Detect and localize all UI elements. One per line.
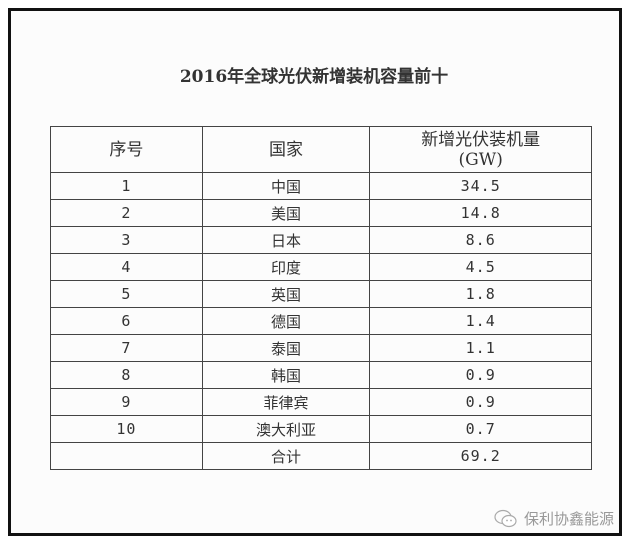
cell-capacity: 1.4 (369, 307, 592, 335)
document-title: 2016年全球光伏新增装机容量前十 (179, 67, 449, 87)
cell-capacity: 34.5 (369, 172, 592, 200)
header-capacity-unit: (GW) (458, 149, 503, 170)
header-country: 国家 (201, 126, 371, 173)
cell-country: 泰国 (201, 334, 371, 362)
header-capacity: 新增光伏装机量 (GW) (369, 126, 592, 173)
watermark-text: 保利协鑫能源 (523, 510, 614, 528)
cell-rank: 9 (50, 388, 203, 416)
cell-rank: 4 (50, 253, 203, 281)
cell-rank: 2 (50, 199, 203, 227)
cell-rank: 10 (50, 415, 203, 443)
cell-country: 日本 (201, 226, 371, 254)
table-header-row: 序号 国家 新增光伏装机量 (GW) (50, 126, 592, 173)
table-row: 3 日本 8.6 (50, 226, 592, 254)
pv-capacity-table: 序号 国家 新增光伏装机量 (GW) 1 中国 34.5 2 美国 14.8 3 日本 8.6 4 印… (50, 126, 592, 470)
table-total-row: 合计 69.2 (50, 442, 592, 470)
cell-capacity: 0.9 (369, 361, 592, 389)
table-row: 8 韩国 0.9 (50, 361, 592, 389)
wechat-icon (494, 509, 517, 527)
cell-rank: 5 (50, 280, 203, 308)
cell-country: 印度 (201, 253, 371, 281)
cell-rank: 1 (50, 172, 203, 200)
table-row: 2 美国 14.8 (50, 199, 592, 227)
cell-rank: 8 (50, 361, 203, 389)
header-rank: 序号 (50, 126, 203, 173)
cell-rank: 7 (50, 334, 203, 362)
cell-country: 菲律宾 (201, 388, 371, 416)
table-row: 4 印度 4.5 (50, 253, 592, 281)
table-row: 10 澳大利亚 0.7 (50, 415, 592, 443)
table-row: 7 泰国 1.1 (50, 334, 592, 362)
cell-rank: 6 (50, 307, 203, 335)
cell-capacity: 1.1 (369, 334, 592, 362)
header-capacity-label: 新增光伏装机量 (421, 129, 541, 150)
cell-country: 美国 (201, 199, 371, 227)
cell-rank (50, 442, 203, 470)
table-row: 1 中国 34.5 (50, 172, 592, 200)
cell-rank: 3 (50, 226, 203, 254)
cell-capacity: 69.2 (369, 442, 592, 470)
cell-country: 德国 (201, 307, 371, 335)
cell-capacity: 14.8 (369, 199, 592, 227)
cell-country: 澳大利亚 (201, 415, 371, 443)
cell-country: 英国 (201, 280, 371, 308)
watermark: 保利协鑫能源 (493, 508, 614, 529)
cell-capacity: 4.5 (369, 253, 592, 281)
cell-country: 合计 (201, 442, 371, 470)
cell-capacity: 0.7 (369, 415, 592, 443)
cell-country: 韩国 (201, 361, 371, 389)
cell-capacity: 8.6 (369, 226, 592, 254)
table-row: 6 德国 1.4 (50, 307, 592, 335)
cell-country: 中国 (201, 172, 371, 200)
table-row: 5 英国 1.8 (50, 280, 592, 308)
table-row: 9 菲律宾 0.9 (50, 388, 592, 416)
cell-capacity: 1.8 (369, 280, 592, 308)
cell-capacity: 0.9 (369, 388, 592, 416)
